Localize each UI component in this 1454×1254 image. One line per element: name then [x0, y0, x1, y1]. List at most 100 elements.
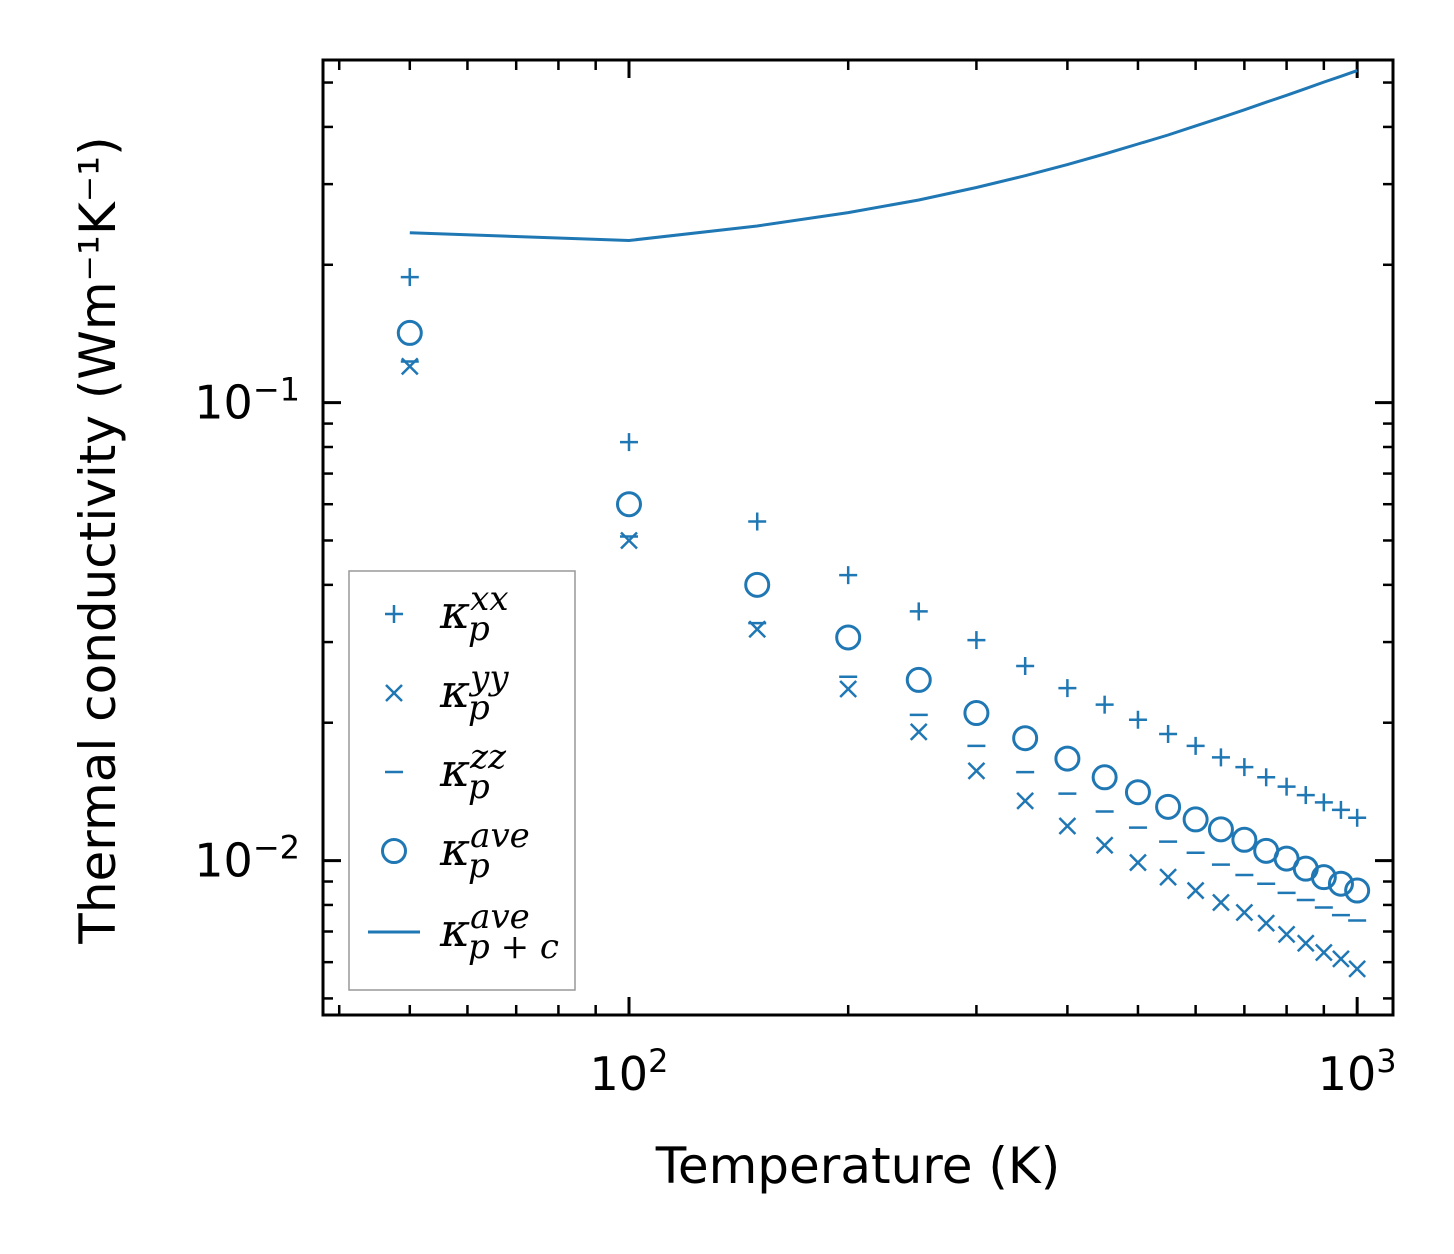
x-tick-label: 102	[590, 1042, 669, 1101]
data-point-kp_xx	[400, 268, 419, 287]
data-point-kp_yy	[1296, 934, 1315, 953]
data-point-kp_yy-b	[1129, 853, 1147, 872]
data-point-kp_ave	[1124, 779, 1151, 806]
legend-handle-kp_ave	[381, 838, 407, 864]
data-point-kp_ave	[1310, 864, 1337, 891]
legend-label-kp_yy: κyy p	[439, 658, 509, 728]
legend-box	[348, 570, 576, 991]
data-point-kp_yy	[1314, 943, 1333, 962]
data-point-kp_yy-b	[1235, 903, 1254, 922]
series-line-kpc_ave	[409, 69, 1358, 243]
data-point-kp_xx	[1296, 786, 1315, 805]
legend-handle-kp_yy-b	[385, 684, 403, 702]
data-point-kp_yy	[1348, 960, 1367, 978]
legend-item-kp_yy: κyy p	[385, 658, 509, 728]
data-point-kp_yy	[1235, 903, 1254, 922]
data-point-kp_yy-b	[1348, 960, 1367, 978]
data-point-kp_xx	[1186, 736, 1205, 755]
data-point-kp_yy-b	[1016, 791, 1035, 810]
axes-frame	[321, 58, 1395, 1017]
data-point-kp_ave	[1327, 870, 1354, 897]
data-point-kp_ave	[1155, 793, 1182, 820]
data-point-kp_xx	[1095, 695, 1114, 714]
data-point-kp_ave	[835, 624, 862, 651]
data-point-kp_xx	[1314, 793, 1333, 812]
data-point-kp_yy	[909, 722, 928, 741]
data-point-kp_yy	[1159, 868, 1177, 887]
data-point-kp_ave	[905, 666, 932, 693]
data-point-kp_yy	[1212, 893, 1230, 912]
plot-frame	[321, 58, 1395, 1017]
legend-handle-kp_yy	[385, 684, 403, 702]
data-point-kp_yy	[1277, 925, 1296, 944]
data-point-kp_ave	[1054, 745, 1081, 772]
data-point-kp_ave	[1091, 764, 1118, 791]
data-point-kp_yy-b	[1296, 934, 1315, 953]
data-point-kp_ave	[963, 700, 990, 727]
x-tick-labels: 102 103	[590, 1042, 1397, 1101]
series-kp_ave	[396, 319, 1371, 904]
y-axis-title: Thermal conductivity (Wm⁻¹K⁻¹)	[69, 136, 127, 944]
legend-item-kp_ave: κave p	[381, 816, 530, 886]
legend-item-kpc_ave: κave p + c	[368, 897, 559, 967]
data-point-kp_yy	[1186, 881, 1205, 900]
data-point-kp_yy	[620, 531, 638, 550]
data-point-kp_xx	[1058, 679, 1077, 698]
data-point-kp_yy-b	[1095, 836, 1114, 855]
legend: κxx p κyy p κzz p κave p κave p + c	[348, 570, 576, 991]
data-point-kp_yy-b	[839, 680, 858, 698]
legend-handle-kp_xx	[385, 605, 403, 623]
data-point-kp_xx	[1348, 808, 1367, 827]
data-point-kp_ave	[396, 319, 423, 346]
series-layer	[396, 69, 1371, 978]
legend-label-kp_xx: κxx p	[439, 579, 509, 649]
data-point-kp_yy-b	[1186, 881, 1205, 900]
data-point-kp_yy-b	[1332, 949, 1350, 968]
data-point-kp_yy	[967, 761, 986, 780]
data-point-kp_yy-b	[1058, 817, 1077, 835]
data-point-kp_yy	[839, 680, 858, 698]
data-point-kp_yy	[1129, 853, 1147, 872]
data-point-kp_yy	[1016, 791, 1035, 810]
data-point-kp_yy-b	[1257, 914, 1276, 933]
y-tick-label: 10−2	[194, 829, 300, 888]
data-point-kp_xx	[1331, 800, 1350, 819]
data-point-kp_xx	[748, 512, 767, 531]
data-point-kp_xx	[909, 602, 928, 621]
x-tick-label: 103	[1318, 1042, 1397, 1101]
data-point-kp_ave	[615, 491, 642, 518]
major-ticks	[323, 60, 1393, 1015]
series-kp_yy	[400, 357, 1367, 978]
data-point-kp_yy	[1257, 914, 1276, 933]
series-kpc_ave	[409, 69, 1358, 243]
data-point-kp_ave	[1344, 877, 1371, 904]
data-point-kp_xx	[1159, 724, 1178, 743]
legend-label-kpc_ave: κave p + c	[439, 897, 559, 967]
legend-label-kp_ave: κave p	[439, 816, 530, 886]
minor-ticks	[323, 60, 1393, 1015]
data-point-kp_xx	[1128, 710, 1147, 729]
data-point-kp_ave	[744, 571, 771, 598]
data-point-kp_ave	[1012, 725, 1039, 752]
y-tick-labels: 10−2 10−1	[194, 371, 300, 888]
data-point-kp_xx	[839, 566, 858, 585]
data-point-kp_yy-b	[1314, 943, 1333, 962]
data-point-kp_yy-b	[1277, 925, 1296, 944]
data-point-kp_ave	[1207, 816, 1234, 843]
data-point-kp_xx	[1235, 758, 1254, 777]
data-point-kp_xx	[1257, 768, 1276, 787]
data-point-kp_xx	[1211, 748, 1230, 767]
data-point-kp_yy-b	[620, 531, 638, 550]
data-point-kp_yy	[1332, 949, 1350, 968]
legend-label-kp_zz: κzz p	[439, 737, 507, 807]
data-point-kp_ave	[1231, 826, 1258, 853]
data-point-kp_xx	[1277, 777, 1296, 796]
data-point-kp_yy-b	[1212, 893, 1230, 912]
data-point-kp_yy-b	[1159, 868, 1177, 887]
legend-item-kp_xx: κxx p	[385, 579, 509, 649]
data-point-kp_xx	[1016, 656, 1035, 675]
data-point-kp_yy-b	[967, 761, 986, 780]
x-axis-title: Temperature (K)	[655, 1137, 1060, 1195]
y-tick-label: 10−1	[194, 371, 300, 430]
